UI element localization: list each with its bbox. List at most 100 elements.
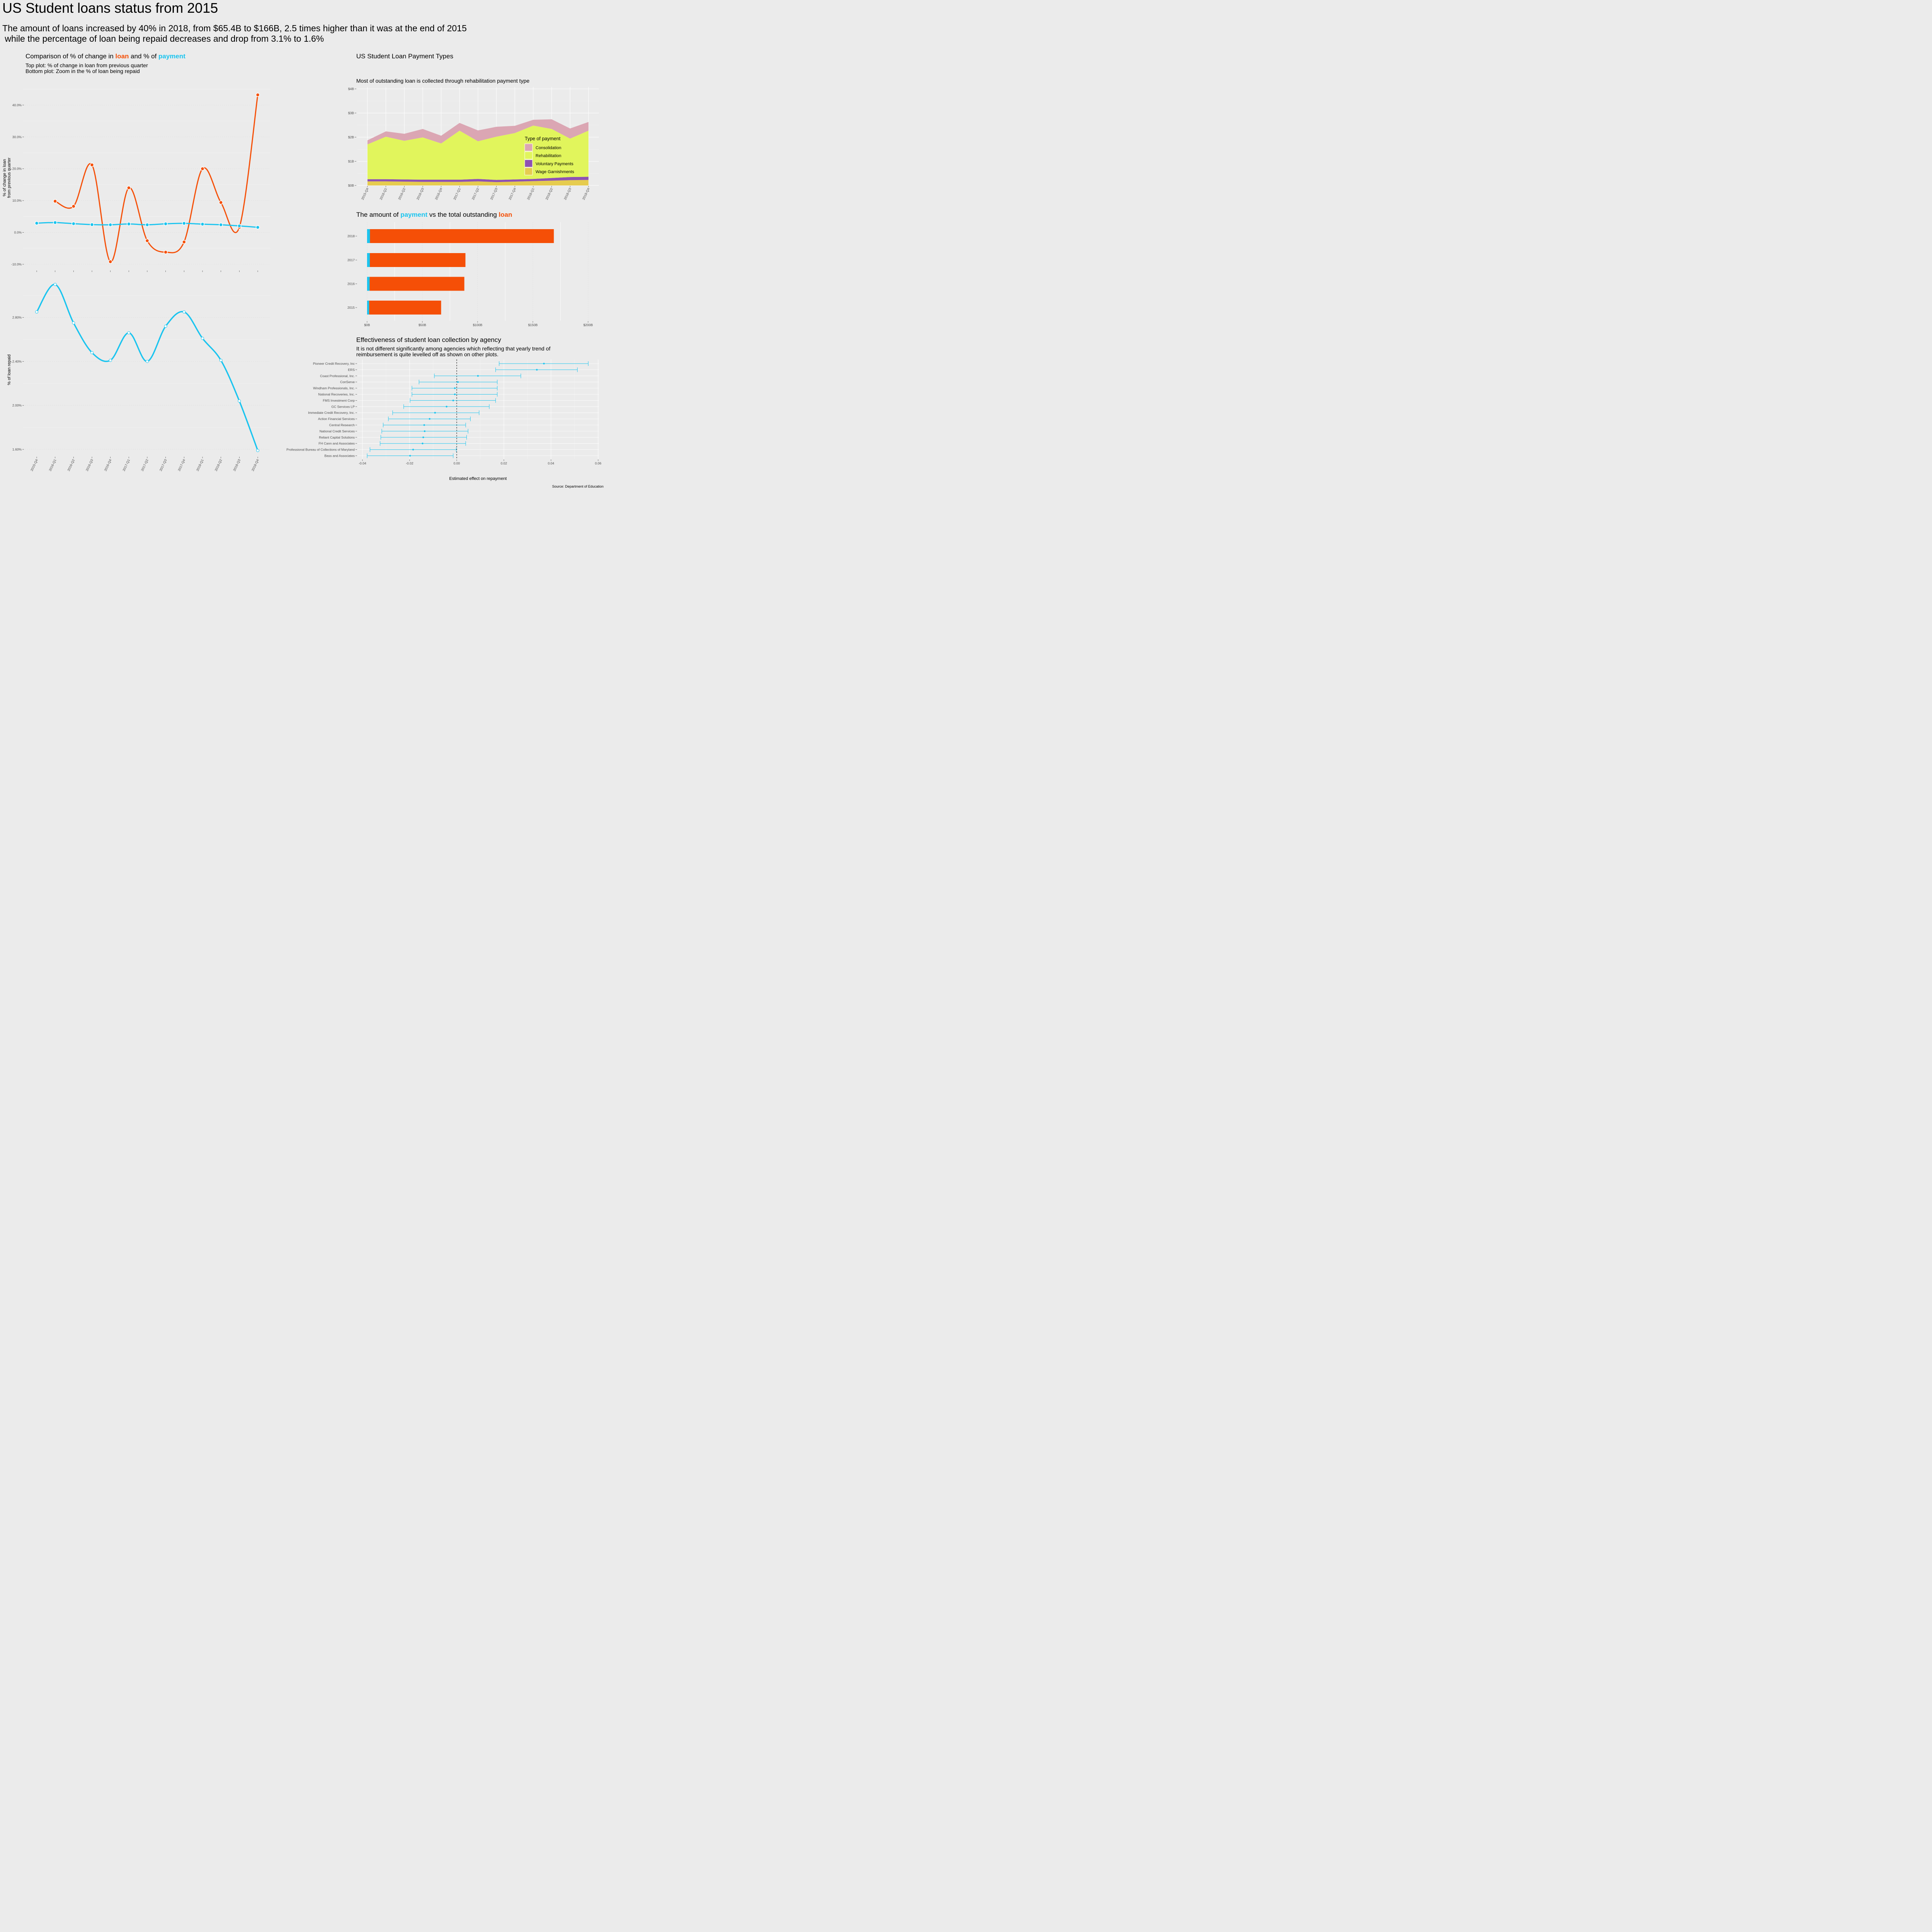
left-title-loan: loan bbox=[115, 53, 129, 60]
payment-types-x-tick-label: 2016-Q3 bbox=[416, 187, 425, 200]
agency-y-tick-label: National Credit Services bbox=[320, 429, 355, 433]
agency-y-tick-label: FH Cann and Associates bbox=[318, 442, 355, 446]
loan-bar bbox=[367, 301, 441, 315]
agency-x-tick-label: 0.00 bbox=[454, 461, 460, 465]
agency-estimate-point bbox=[457, 381, 459, 383]
payment-types-legend: Type of payment Consolidation Rehabilitat… bbox=[524, 136, 574, 175]
bar-title-part2: vs the total outstanding bbox=[427, 211, 498, 218]
pct-repaid-x-tick-label: 2018-Q2 bbox=[214, 458, 223, 471]
bar-y-tick-label: 2018 bbox=[347, 234, 355, 238]
agency-x-tick-label: 0.06 bbox=[595, 461, 602, 465]
agency-chart: Pioneer Credit Recovery, Inc ERS Coast Pro… bbox=[286, 359, 602, 481]
agency-y-tick-label: FMS Investment Corp bbox=[323, 398, 355, 402]
pct-repaid-point bbox=[219, 359, 223, 362]
pct-repaid-y-tick-label: 2.00% bbox=[12, 403, 22, 407]
pct-repaid-x-tick-label: 2017-Q1 bbox=[122, 458, 131, 471]
agency-estimate-point bbox=[422, 442, 423, 444]
agency-errorbars bbox=[367, 359, 588, 459]
pct-repaid-point bbox=[90, 351, 94, 354]
agency-y-tick-label: National Recoveries, Inc. bbox=[318, 393, 355, 396]
pct-repaid-series bbox=[35, 283, 260, 452]
legend-title: Type of payment bbox=[525, 136, 561, 141]
pct-repaid-x-tick-label: 2015-Q4 bbox=[30, 458, 39, 471]
pct-repaid-y-tick-label: 1.60% bbox=[12, 447, 22, 451]
agency-y-tick-label: Coast Professional, Inc. bbox=[320, 374, 355, 378]
pct-change-series bbox=[34, 93, 260, 264]
bar-x-tick-label: $150B bbox=[528, 323, 538, 327]
pct-change-y-tick-label: 40.0% bbox=[12, 103, 22, 107]
loan-change-point bbox=[53, 199, 57, 203]
payment-types-x-axis: 2015-Q4 2016-Q1 2016-Q2 2016-Q3 2016-Q4 2017-… bbox=[361, 186, 590, 201]
page-subtitle-line2: while the percentage of loan being repai… bbox=[2, 34, 324, 44]
loan-change-point bbox=[108, 260, 112, 264]
payment-types-x-tick-label: 2016-Q2 bbox=[397, 187, 406, 200]
area-voluntary-payments bbox=[367, 177, 589, 182]
pct-repaid-x-tick-label: 2016-Q2 bbox=[66, 458, 75, 471]
pct-change-y-tick-label: 20.0% bbox=[12, 167, 22, 171]
pct-repaid-ylabel: % of loan repaid bbox=[7, 354, 12, 385]
pct-change-y-tick-label: 10.0% bbox=[12, 199, 22, 202]
pct-repaid-point bbox=[182, 310, 186, 314]
payment-types-y-tick-label: $3B bbox=[348, 111, 354, 115]
payment-point bbox=[145, 223, 150, 227]
agency-y-tick-label: GC Services LP bbox=[332, 405, 355, 408]
pct-repaid-point bbox=[238, 399, 241, 403]
payment-types-x-tick-label: 2016-Q4 bbox=[434, 187, 443, 200]
payment-point bbox=[255, 225, 260, 230]
agency-y-tick-label: Pioneer Credit Recovery, Inc bbox=[313, 362, 355, 366]
bar-x-axis: $0B $50B $100B $150B $200B bbox=[364, 321, 593, 327]
agency-y-tick-label: ERS bbox=[348, 368, 355, 372]
bar-y-tick-label: 2015 bbox=[347, 306, 355, 310]
agency-title: Effectiveness of student loan collection… bbox=[356, 336, 501, 344]
legend-swatch bbox=[524, 151, 533, 160]
payment-point bbox=[108, 223, 112, 227]
payment-types-y-tick-label: $4B bbox=[348, 87, 354, 91]
agency-y-tick-label: Bass and Associates bbox=[325, 454, 355, 458]
pct-repaid-x-tick-label: 2018-Q1 bbox=[196, 458, 204, 471]
agency-y-tick-label: Central Research bbox=[329, 423, 355, 427]
pct-repaid-point bbox=[256, 449, 260, 452]
payment-types-chart: $0B$1B$2B$3B$4B 2015-Q4 2016-Q1 2016-Q2 201… bbox=[348, 87, 599, 201]
payment-types-x-tick-label: 2018-Q1 bbox=[526, 187, 535, 200]
agency-y-tick-label: Immediate Credit Recovery, Inc. bbox=[308, 411, 355, 415]
payment-bar bbox=[367, 277, 370, 291]
payment-bar bbox=[367, 301, 369, 315]
loan-change-point bbox=[145, 238, 150, 243]
payment-types-areas bbox=[367, 119, 589, 185]
payment-bar bbox=[367, 229, 370, 243]
pct-repaid-y-tick-label: 2.80% bbox=[12, 316, 22, 320]
pct-change-y-tick-label: -10.0% bbox=[11, 262, 22, 266]
payment-types-x-tick-label: 2018-Q3 bbox=[563, 187, 572, 200]
loan-change-point bbox=[127, 185, 131, 190]
pct-repaid-x-tick-label: 2018-Q4 bbox=[251, 458, 260, 471]
loan-change-point bbox=[182, 240, 186, 244]
payment-vs-loan-title: The amount of payment vs the total outst… bbox=[356, 211, 512, 218]
pct-repaid-x-tick-label: 2017-Q3 bbox=[158, 458, 167, 471]
loan-change-point bbox=[219, 200, 223, 205]
agency-subtitle-line1: It is not different significantly among … bbox=[356, 345, 551, 352]
agency-gridlines bbox=[357, 359, 599, 459]
payment-point bbox=[182, 221, 186, 226]
payment-point bbox=[127, 222, 131, 226]
area-wage-garnishments bbox=[367, 180, 589, 185]
payment-types-subtitle: Most of outstanding loan is collected th… bbox=[356, 78, 529, 84]
payment-types-y-tick-label: $2B bbox=[348, 135, 354, 139]
loan-change-point bbox=[71, 204, 76, 209]
legend-swatch bbox=[524, 159, 533, 167]
agency-estimate-point bbox=[452, 400, 454, 401]
payment-vs-loan-chart: 2018 2017 2016 2015 $0B $50B $100B $150B $200B bbox=[347, 222, 593, 327]
chart-canvas: US Student loans status from 2015 The am… bbox=[2, 0, 604, 488]
agency-xlabel: Estimated effect on repayment bbox=[449, 476, 507, 481]
left-panel-subtitle-line2: Bottom plot: Zoom in the % of loan being… bbox=[26, 68, 140, 74]
agency-estimate-point bbox=[477, 375, 479, 377]
payment-types-x-tick-label: 2018-Q4 bbox=[582, 187, 590, 200]
left-title-part2: and % of bbox=[129, 53, 158, 60]
pct-change-x-axis bbox=[36, 270, 258, 272]
agency-estimate-point bbox=[429, 418, 431, 420]
pct-change-ylabel-line2: from previous quarter bbox=[7, 157, 12, 198]
left-title-part1: Comparison of % of change in bbox=[26, 53, 115, 60]
loan-change-point bbox=[163, 250, 168, 254]
left-panel-title: Comparison of % of change in loan and % … bbox=[26, 53, 185, 60]
pct-repaid-gridlines bbox=[23, 295, 270, 450]
pct-repaid-chart: 1.60% 2.00% 2.40% 2.80% 2015-Q4 2016-Q1 2016-… bbox=[7, 283, 270, 472]
